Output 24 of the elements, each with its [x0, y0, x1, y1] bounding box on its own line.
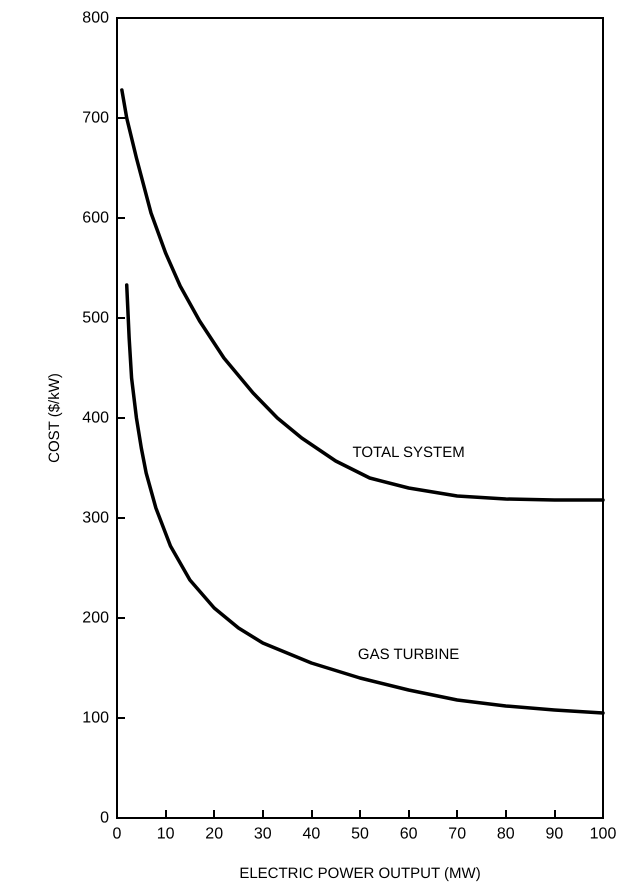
series-label: GAS TURBINE: [358, 646, 460, 663]
x-tick-label: 100: [590, 826, 616, 842]
x-tick-label: 30: [254, 826, 272, 842]
y-tick-label: 0: [100, 810, 110, 826]
x-tick-label: 50: [351, 826, 369, 842]
y-tick-label: 200: [82, 610, 110, 626]
x-tick-label: 70: [448, 826, 466, 842]
x-tick-label: 40: [302, 826, 320, 842]
x-tick-label: 0: [112, 826, 122, 842]
x-tick-label: 10: [156, 826, 175, 842]
y-tick-label: 500: [82, 310, 110, 326]
y-tick-label: 600: [82, 210, 110, 226]
y-tick-label: 700: [82, 110, 110, 126]
series-label: TOTAL SYSTEM: [352, 444, 465, 461]
y-tick-label: 300: [82, 510, 110, 526]
y-tick-label: 100: [82, 710, 110, 726]
x-axis-title: ELECTRIC POWER OUTPUT (MW): [239, 865, 481, 882]
x-tick-label: 90: [546, 826, 564, 842]
x-tick-label: 60: [400, 826, 418, 842]
y-axis-title: COST ($/kW): [46, 373, 63, 463]
x-tick-label: 20: [205, 826, 224, 842]
x-tick-label: 80: [496, 826, 515, 842]
y-tick-label: 800: [82, 10, 110, 26]
y-tick-label: 400: [82, 410, 110, 426]
